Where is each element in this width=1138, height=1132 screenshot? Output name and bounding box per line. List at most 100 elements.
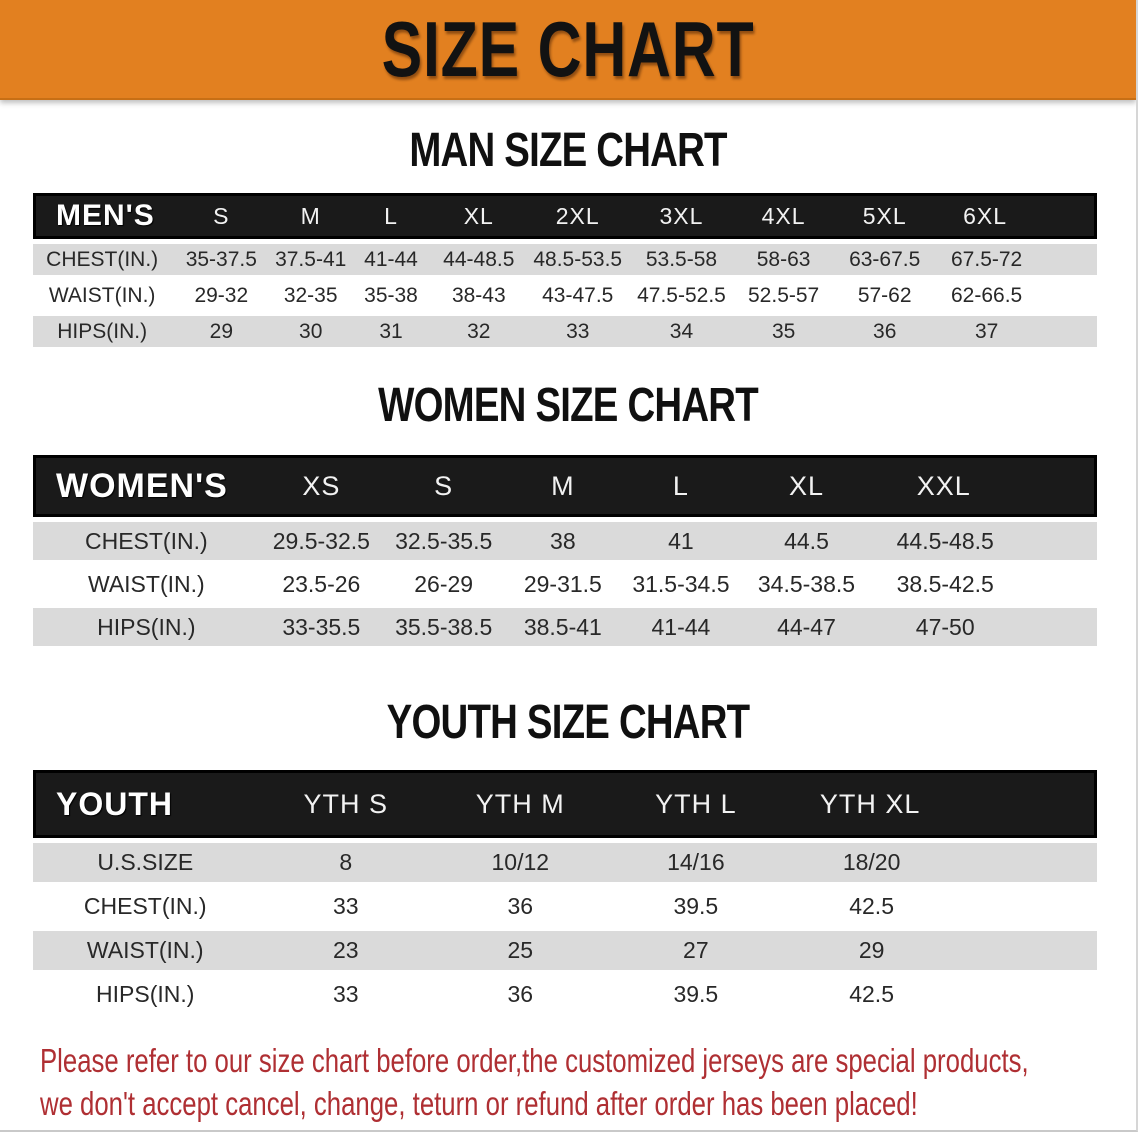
table-row: CHEST(IN.) 35-37.5 37.5-41 41-44 44-48.5 48.5… <box>33 244 1097 275</box>
women-size-table: WOMEN'S XS S M L XL XXL CHEST(IN.) 29.5-32.5 32.5… <box>33 450 1097 651</box>
cell-value: 34.5-38.5 <box>757 570 856 597</box>
cell-value: 31.5-34.5 <box>632 570 730 597</box>
cell-value: 38 <box>504 522 622 560</box>
cell-value: 32 <box>431 316 526 347</box>
cell-value: 29-32 <box>194 283 249 307</box>
cell-value: 41-44 <box>621 608 741 646</box>
youth-column-header: YTH S <box>257 770 435 838</box>
cell-value: 47.5-52.5 <box>637 283 726 307</box>
cell-value: 10/12 <box>434 843 607 882</box>
row-label: WAIST(IN.) <box>87 570 205 597</box>
men-column-header: L <box>350 193 432 239</box>
youth-column-header: YTH M <box>434 770 607 838</box>
men-column-header: 6XL <box>935 193 1097 239</box>
row-label: U.S.SIZE <box>33 843 258 882</box>
cell-value: 42.5 <box>849 893 894 919</box>
cell-value: 37.5-41 <box>271 244 351 275</box>
order-disclaimer: Please refer to our size chart before or… <box>40 1039 1136 1125</box>
cell-value: 44.5-48.5 <box>872 522 1097 560</box>
table-row: WAIST(IN.) 23 25 27 29 <box>33 931 1097 970</box>
men-section-heading: MAN SIZE CHART <box>409 124 727 177</box>
cell-value: 48.5-53.5 <box>525 244 630 275</box>
women-column-header: S <box>383 455 505 517</box>
cell-value: 23.5-26 <box>282 570 361 597</box>
table-row: HIPS(IN.) 33-35.5 35.5-38.5 38.5-41 41-44 44-… <box>33 608 1097 646</box>
cell-value: 37 <box>935 316 1097 347</box>
youth-size-table: YOUTH YTH S YTH M YTH L YTH XL U.S.SIZE 8 10/12… <box>33 765 1097 1019</box>
cell-value: 41-44 <box>350 244 432 275</box>
cell-value: 36 <box>507 893 534 919</box>
row-label: CHEST(IN.) <box>33 522 260 560</box>
youth-section-heading: YOUTH SIZE CHART <box>386 696 750 749</box>
cell-value: 42.5 <box>849 981 894 1007</box>
table-row: HIPS(IN.) 29 30 31 32 33 34 35 36 37 <box>33 316 1097 347</box>
cell-value: 35.5-38.5 <box>383 608 505 646</box>
men-column-header: M <box>271 193 351 239</box>
men-column-header: S <box>171 193 272 239</box>
men-column-header: 2XL <box>525 193 630 239</box>
cell-value: 39.5 <box>673 893 719 919</box>
youth-table-corner-label: YOUTH <box>33 770 258 838</box>
cell-value: 33 <box>525 316 630 347</box>
banner-title: SIZE CHART <box>381 5 755 93</box>
table-row: WAIST(IN.) 29-32 32-35 35-38 38-43 43-47.5 47.… <box>33 280 1097 311</box>
cell-value: 23 <box>257 931 435 970</box>
cell-value: 36 <box>834 316 936 347</box>
cell-value: 35 <box>733 316 835 347</box>
women-size-section: WOMEN SIZE CHART WOMEN'S XS S M L XL XXL CHEST(… <box>0 382 1136 651</box>
cell-value: 38.5-42.5 <box>896 570 994 597</box>
cell-value: 33 <box>333 981 359 1007</box>
cell-value: 44.5 <box>740 522 873 560</box>
cell-value: 33-35.5 <box>259 608 384 646</box>
youth-size-section: YOUTH SIZE CHART YOUTH YTH S YTH M YTH L YTH… <box>0 699 1136 1019</box>
cell-value: 53.5-58 <box>629 244 734 275</box>
cell-value: 43-47.5 <box>542 283 614 307</box>
cell-value: 36 <box>507 981 534 1007</box>
table-row: U.S.SIZE 8 10/12 14/16 18/20 <box>33 843 1097 882</box>
cell-value: 58-63 <box>733 244 835 275</box>
cell-value: 52.5-57 <box>748 283 820 307</box>
cell-value: 57-62 <box>857 283 912 307</box>
women-column-header: XS <box>259 455 384 517</box>
row-label: HIPS(IN.) <box>33 608 260 646</box>
cell-value: 62-66.5 <box>951 283 1023 307</box>
disclaimer-line-1: Please refer to our size chart before or… <box>40 1042 1029 1079</box>
size-chart-banner: SIZE CHART <box>0 0 1136 100</box>
cell-value: 35-38 <box>364 283 418 307</box>
women-column-header: M <box>504 455 622 517</box>
cell-value: 67.5-72 <box>935 244 1097 275</box>
cell-value: 33 <box>333 893 359 919</box>
cell-value: 38-43 <box>451 283 506 307</box>
cell-value: 39.5 <box>673 981 719 1007</box>
women-table-corner-label: WOMEN'S <box>33 455 260 517</box>
cell-value: 29 <box>171 316 272 347</box>
cell-value: 35-37.5 <box>171 244 272 275</box>
cell-value: 14/16 <box>606 843 786 882</box>
cell-value: 18/20 <box>785 843 1097 882</box>
cell-value: 47-50 <box>872 608 1097 646</box>
men-column-header: XL <box>431 193 526 239</box>
cell-value: 29.5-32.5 <box>259 522 384 560</box>
men-column-header: 3XL <box>629 193 734 239</box>
cell-value: 32.5-35.5 <box>383 522 505 560</box>
cell-value: 44-47 <box>740 608 873 646</box>
women-column-header: L <box>621 455 741 517</box>
table-row: HIPS(IN.) 33 36 39.5 42.5 <box>33 975 1097 1014</box>
cell-value: 29-31.5 <box>523 570 602 597</box>
cell-value: 29 <box>785 931 1097 970</box>
cell-value: 26-29 <box>414 570 474 597</box>
cell-value: 32-35 <box>283 283 338 307</box>
cell-value: 38.5-41 <box>504 608 622 646</box>
men-size-table: MEN'S S M L XL 2XL 3XL 4XL 5XL 6XL CHEST(IN.) 35-37… <box>33 188 1097 352</box>
men-table-corner-label: MEN'S <box>33 193 172 239</box>
women-column-header: XL <box>740 455 873 517</box>
cell-value: 31 <box>350 316 432 347</box>
men-size-section: MAN SIZE CHART MEN'S S M L XL 2XL 3XL 4XL 5XL 6XL… <box>0 127 1136 352</box>
table-header-row: MEN'S S M L XL 2XL 3XL 4XL 5XL 6XL <box>33 193 1097 239</box>
row-label: HIPS(IN.) <box>96 981 195 1007</box>
cell-value: 27 <box>606 931 786 970</box>
cell-value: 63-67.5 <box>834 244 936 275</box>
row-label: WAIST(IN.) <box>33 931 258 970</box>
cell-value: 34 <box>629 316 734 347</box>
